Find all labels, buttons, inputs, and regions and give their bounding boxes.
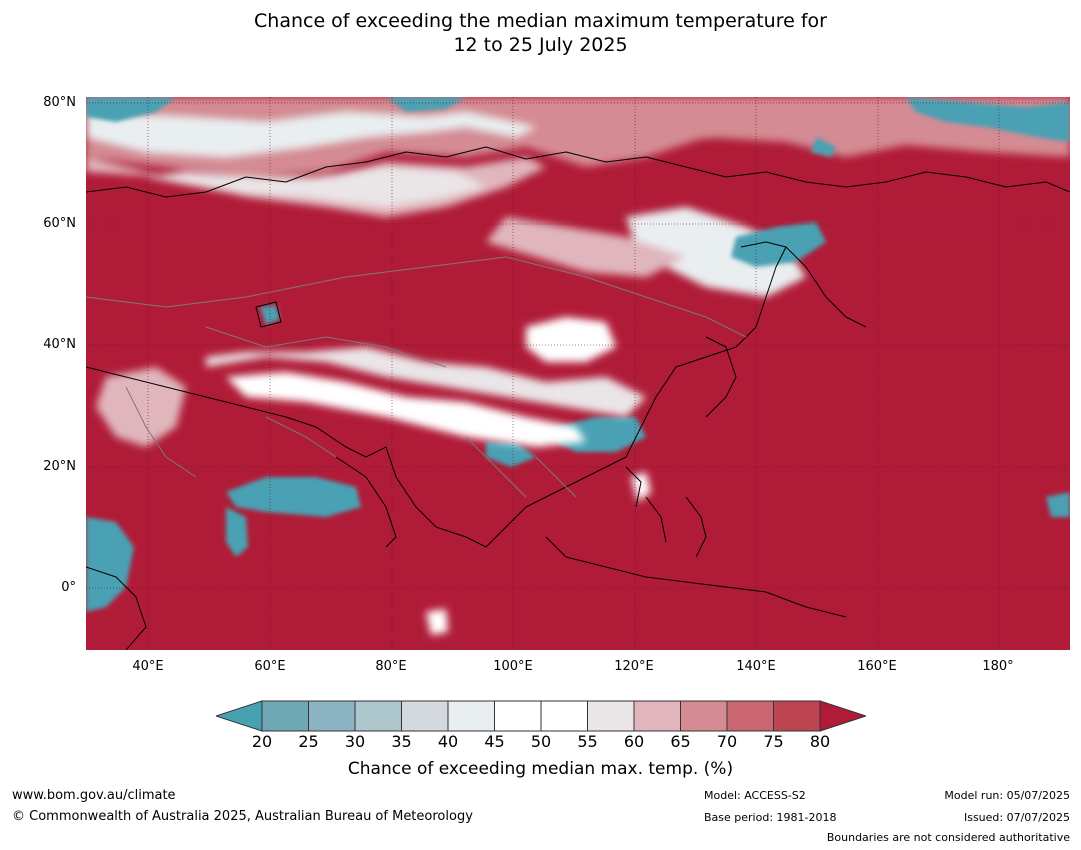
colorbar-bin-60-65: [634, 701, 681, 731]
colorbar-tick-40: 40: [438, 733, 458, 751]
lon-label-120e: 120°E: [614, 660, 654, 674]
colorbar-tick-45: 45: [484, 733, 504, 751]
title-line-1: Chance of exceeding the median maximum t…: [0, 9, 1081, 33]
colorbar-tick-25: 25: [298, 733, 318, 751]
footer-model-run: Model run: 05/07/2025: [944, 789, 1070, 802]
footer-disclaimer: Boundaries are not considered authoritat…: [827, 831, 1070, 844]
colorbar-bin-45-50: [495, 701, 542, 731]
colorbar-tick-35: 35: [391, 733, 411, 751]
lon-label-100e: 100°E: [493, 660, 533, 674]
lat-label-0: 0°: [61, 581, 76, 595]
colorbar-bin-50-55: [541, 701, 588, 731]
colorbar-tick-60: 60: [624, 733, 644, 751]
colorbar-bin-75-80: [774, 701, 821, 731]
lat-label-60n: 60°N: [43, 217, 76, 231]
map-svg: [86, 97, 1070, 650]
lat-label-40n: 40°N: [43, 338, 76, 352]
colorbar-tick-80: 80: [810, 733, 830, 751]
colorbar-bin-above-max: [820, 701, 866, 731]
lon-label-160e: 160°E: [857, 660, 897, 674]
colorbar-tick-55: 55: [577, 733, 597, 751]
footer-url[interactable]: www.bom.gov.au/climate: [12, 788, 176, 803]
colorbar-tick-70: 70: [717, 733, 737, 751]
colorbar-tick-65: 65: [670, 733, 690, 751]
title-line-2: 12 to 25 July 2025: [0, 33, 1081, 57]
lon-label-80e: 80°E: [375, 660, 406, 674]
colorbar-bin-35-40: [402, 701, 449, 731]
colorbar-tick-50: 50: [531, 733, 551, 751]
colorbar-bin-below-min: [216, 701, 262, 731]
colorbar-bin-70-75: [727, 701, 774, 731]
lon-label-40e: 40°E: [132, 660, 163, 674]
footer-base-period: Base period: 1981-2018: [704, 811, 836, 824]
colorbar-bin-30-35: [355, 701, 402, 731]
colorbar-bin-55-60: [588, 701, 635, 731]
footer-copyright: © Commonwealth of Australia 2025, Austra…: [12, 809, 473, 824]
colorbar-tick-20: 20: [252, 733, 272, 751]
colorbar-bins: [216, 701, 866, 731]
colorbar-label: Chance of exceeding median max. temp. (%…: [0, 759, 1081, 779]
colorbar: [216, 700, 866, 732]
lat-label-80n: 80°N: [43, 96, 76, 110]
lon-label-180: 180°: [982, 660, 1013, 674]
colorbar-bin-40-45: [448, 701, 495, 731]
lon-label-60e: 60°E: [254, 660, 285, 674]
probability-map: [86, 97, 1070, 650]
colorbar-bin-65-70: [681, 701, 728, 731]
footer-issued: Issued: 07/07/2025: [964, 811, 1070, 824]
map-title: Chance of exceeding the median maximum t…: [0, 9, 1081, 57]
footer-model: Model: ACCESS-S2: [704, 789, 806, 802]
colorbar-tick-75: 75: [763, 733, 783, 751]
colorbar-bin-20-25: [262, 701, 309, 731]
colorbar-tick-30: 30: [345, 733, 365, 751]
lon-label-140e: 140°E: [736, 660, 776, 674]
lat-label-20n: 20°N: [43, 460, 76, 474]
colorbar-bin-25-30: [309, 701, 356, 731]
